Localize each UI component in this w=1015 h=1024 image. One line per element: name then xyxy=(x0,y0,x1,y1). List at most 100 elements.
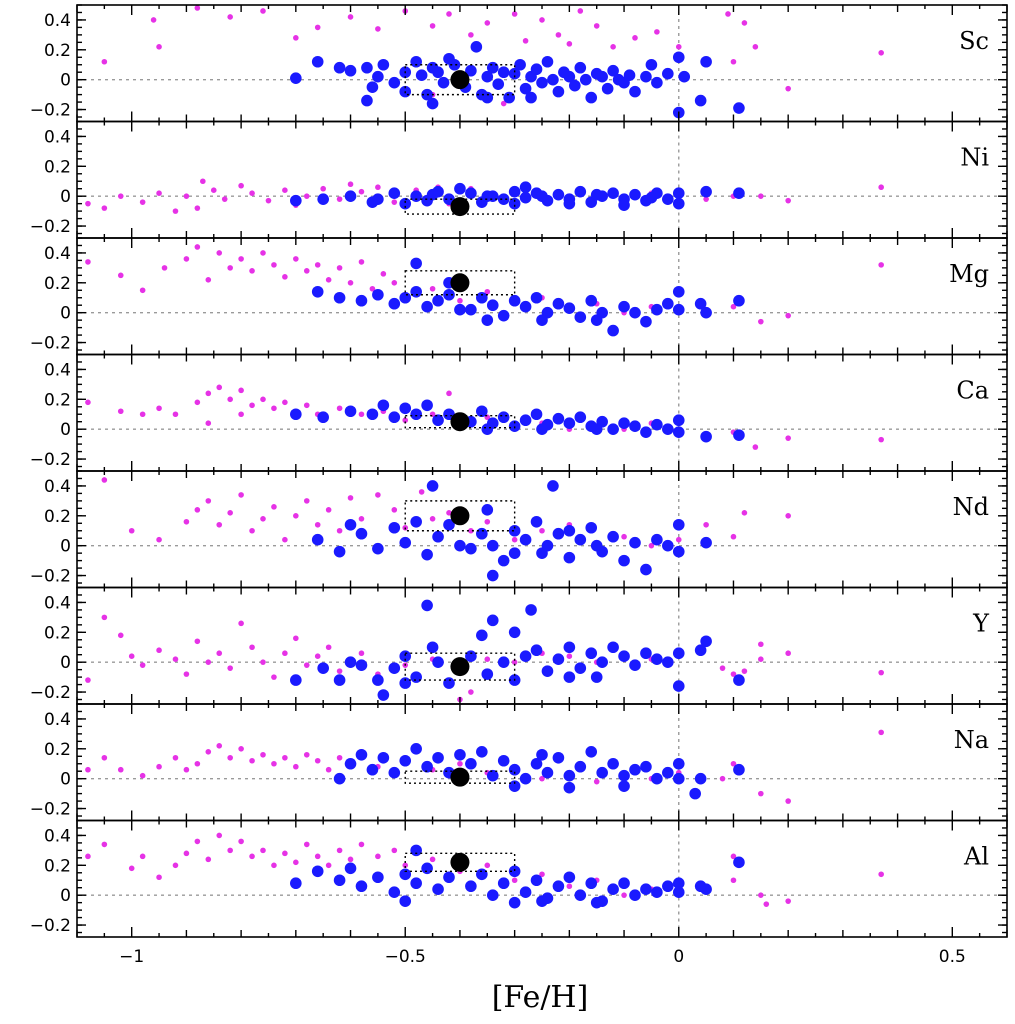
thin-disk-point xyxy=(563,769,576,782)
thick-disk-point xyxy=(172,862,179,869)
thick-disk-point xyxy=(730,877,737,884)
thick-disk-point xyxy=(85,200,91,207)
y-tick-label: −0.2 xyxy=(30,217,71,237)
thin-disk-point xyxy=(443,677,455,689)
thin-disk-point xyxy=(421,548,433,561)
y-tick-label: 0.2 xyxy=(44,856,71,876)
thin-disk-point xyxy=(388,76,401,89)
thin-disk-point xyxy=(733,429,745,441)
thin-disk-point xyxy=(574,411,587,424)
thick-disk-point xyxy=(216,384,223,391)
y-tick-label: −0.2 xyxy=(30,567,71,587)
thin-disk-point xyxy=(618,650,630,663)
thick-disk-point xyxy=(249,402,255,409)
thick-disk-point xyxy=(555,32,562,38)
thin-disk-point xyxy=(733,674,745,686)
thin-disk-point xyxy=(694,94,707,107)
thin-disk-point xyxy=(443,288,455,301)
thin-disk-point xyxy=(672,680,685,692)
thin-disk-point xyxy=(377,751,390,764)
thick-disk-point xyxy=(101,477,108,483)
thin-disk-point xyxy=(694,772,707,785)
thin-disk-point xyxy=(486,614,499,627)
thick-disk-point xyxy=(150,17,157,23)
thin-disk-point xyxy=(355,748,368,761)
thin-disk-point xyxy=(672,545,685,558)
y-tick-label: 0.4 xyxy=(44,127,71,147)
thick-disk-point xyxy=(101,614,108,621)
thin-disk-point xyxy=(508,547,521,559)
thick-disk-point xyxy=(320,185,326,192)
thick-disk-point xyxy=(785,898,791,904)
thin-disk-point xyxy=(536,76,548,89)
thin-disk-point xyxy=(410,877,422,890)
thick-disk-point xyxy=(303,268,310,274)
thin-disk-point xyxy=(410,743,422,755)
thick-disk-point xyxy=(391,199,398,205)
thin-disk-point xyxy=(645,191,658,204)
thin-disk-point xyxy=(519,82,532,95)
thick-disk-point xyxy=(347,856,354,863)
y-tick-label: 0.2 xyxy=(44,390,71,410)
plot-area xyxy=(77,238,1007,355)
thick-disk-point xyxy=(402,417,409,424)
thin-disk-point xyxy=(563,671,576,683)
thin-disk-point xyxy=(508,197,521,210)
thin-disk-point xyxy=(629,889,641,901)
thin-disk-point xyxy=(733,294,745,307)
panel-ni: −0.2 0 0.2 0.4 Ni xyxy=(30,120,1008,239)
thin-disk-point xyxy=(618,769,630,782)
panel-al: −0.2 0 0.2 0.4 Al xyxy=(30,819,1008,938)
thick-disk-point xyxy=(117,408,124,415)
thick-disk-point xyxy=(752,44,759,50)
thick-disk-point xyxy=(282,650,288,657)
thin-disk-point xyxy=(421,760,433,773)
thin-disk-point xyxy=(372,70,384,83)
thin-disk-point xyxy=(640,760,652,773)
thin-disk-point xyxy=(694,297,707,310)
thick-disk-point xyxy=(369,285,376,292)
thick-disk-point xyxy=(878,262,884,268)
thin-disk-point xyxy=(618,877,630,890)
thin-disk-point xyxy=(645,58,658,71)
thick-disk-point xyxy=(429,285,436,292)
thick-disk-point xyxy=(156,874,162,881)
thin-disk-point xyxy=(476,291,488,304)
thin-disk-point xyxy=(700,430,712,443)
thick-disk-point xyxy=(249,757,255,764)
thick-disk-point xyxy=(282,536,288,543)
thick-disk-point xyxy=(238,182,244,189)
thick-disk-point xyxy=(227,396,233,403)
thin-disk-point xyxy=(290,194,302,207)
thin-disk-point xyxy=(536,748,548,761)
target-error-box xyxy=(404,852,516,872)
thin-disk-point xyxy=(333,291,346,304)
thin-disk-point xyxy=(508,763,521,776)
panel-frame xyxy=(76,586,1008,705)
thin-disk-point xyxy=(530,644,543,657)
thin-disk-point xyxy=(311,55,324,68)
thick-disk-point xyxy=(271,862,277,869)
thick-disk-point xyxy=(238,256,244,262)
element-label: Mg xyxy=(949,260,989,288)
thin-disk-point xyxy=(377,399,390,412)
thick-disk-point xyxy=(172,754,179,761)
thick-disk-point xyxy=(511,536,518,543)
thin-disk-point xyxy=(552,188,565,201)
element-label: Al xyxy=(963,843,989,871)
thin-disk-point xyxy=(497,656,510,668)
thin-disk-point xyxy=(366,763,379,776)
thin-disk-point xyxy=(421,300,433,313)
thin-disk-point xyxy=(662,539,674,552)
thick-disk-point xyxy=(446,390,452,397)
thick-disk-point xyxy=(741,510,748,516)
thin-disk-point xyxy=(465,880,477,893)
panel-y: −0.2 0 0.2 0.4 Y xyxy=(30,586,1008,705)
thick-disk-point xyxy=(205,748,212,755)
thick-disk-point xyxy=(216,832,223,839)
thick-disk-point xyxy=(260,8,266,14)
thick-disk-point xyxy=(303,662,310,668)
thin-disk-point xyxy=(344,405,357,418)
y-tick-label: 0 xyxy=(60,304,71,324)
thin-disk-point xyxy=(662,67,674,80)
